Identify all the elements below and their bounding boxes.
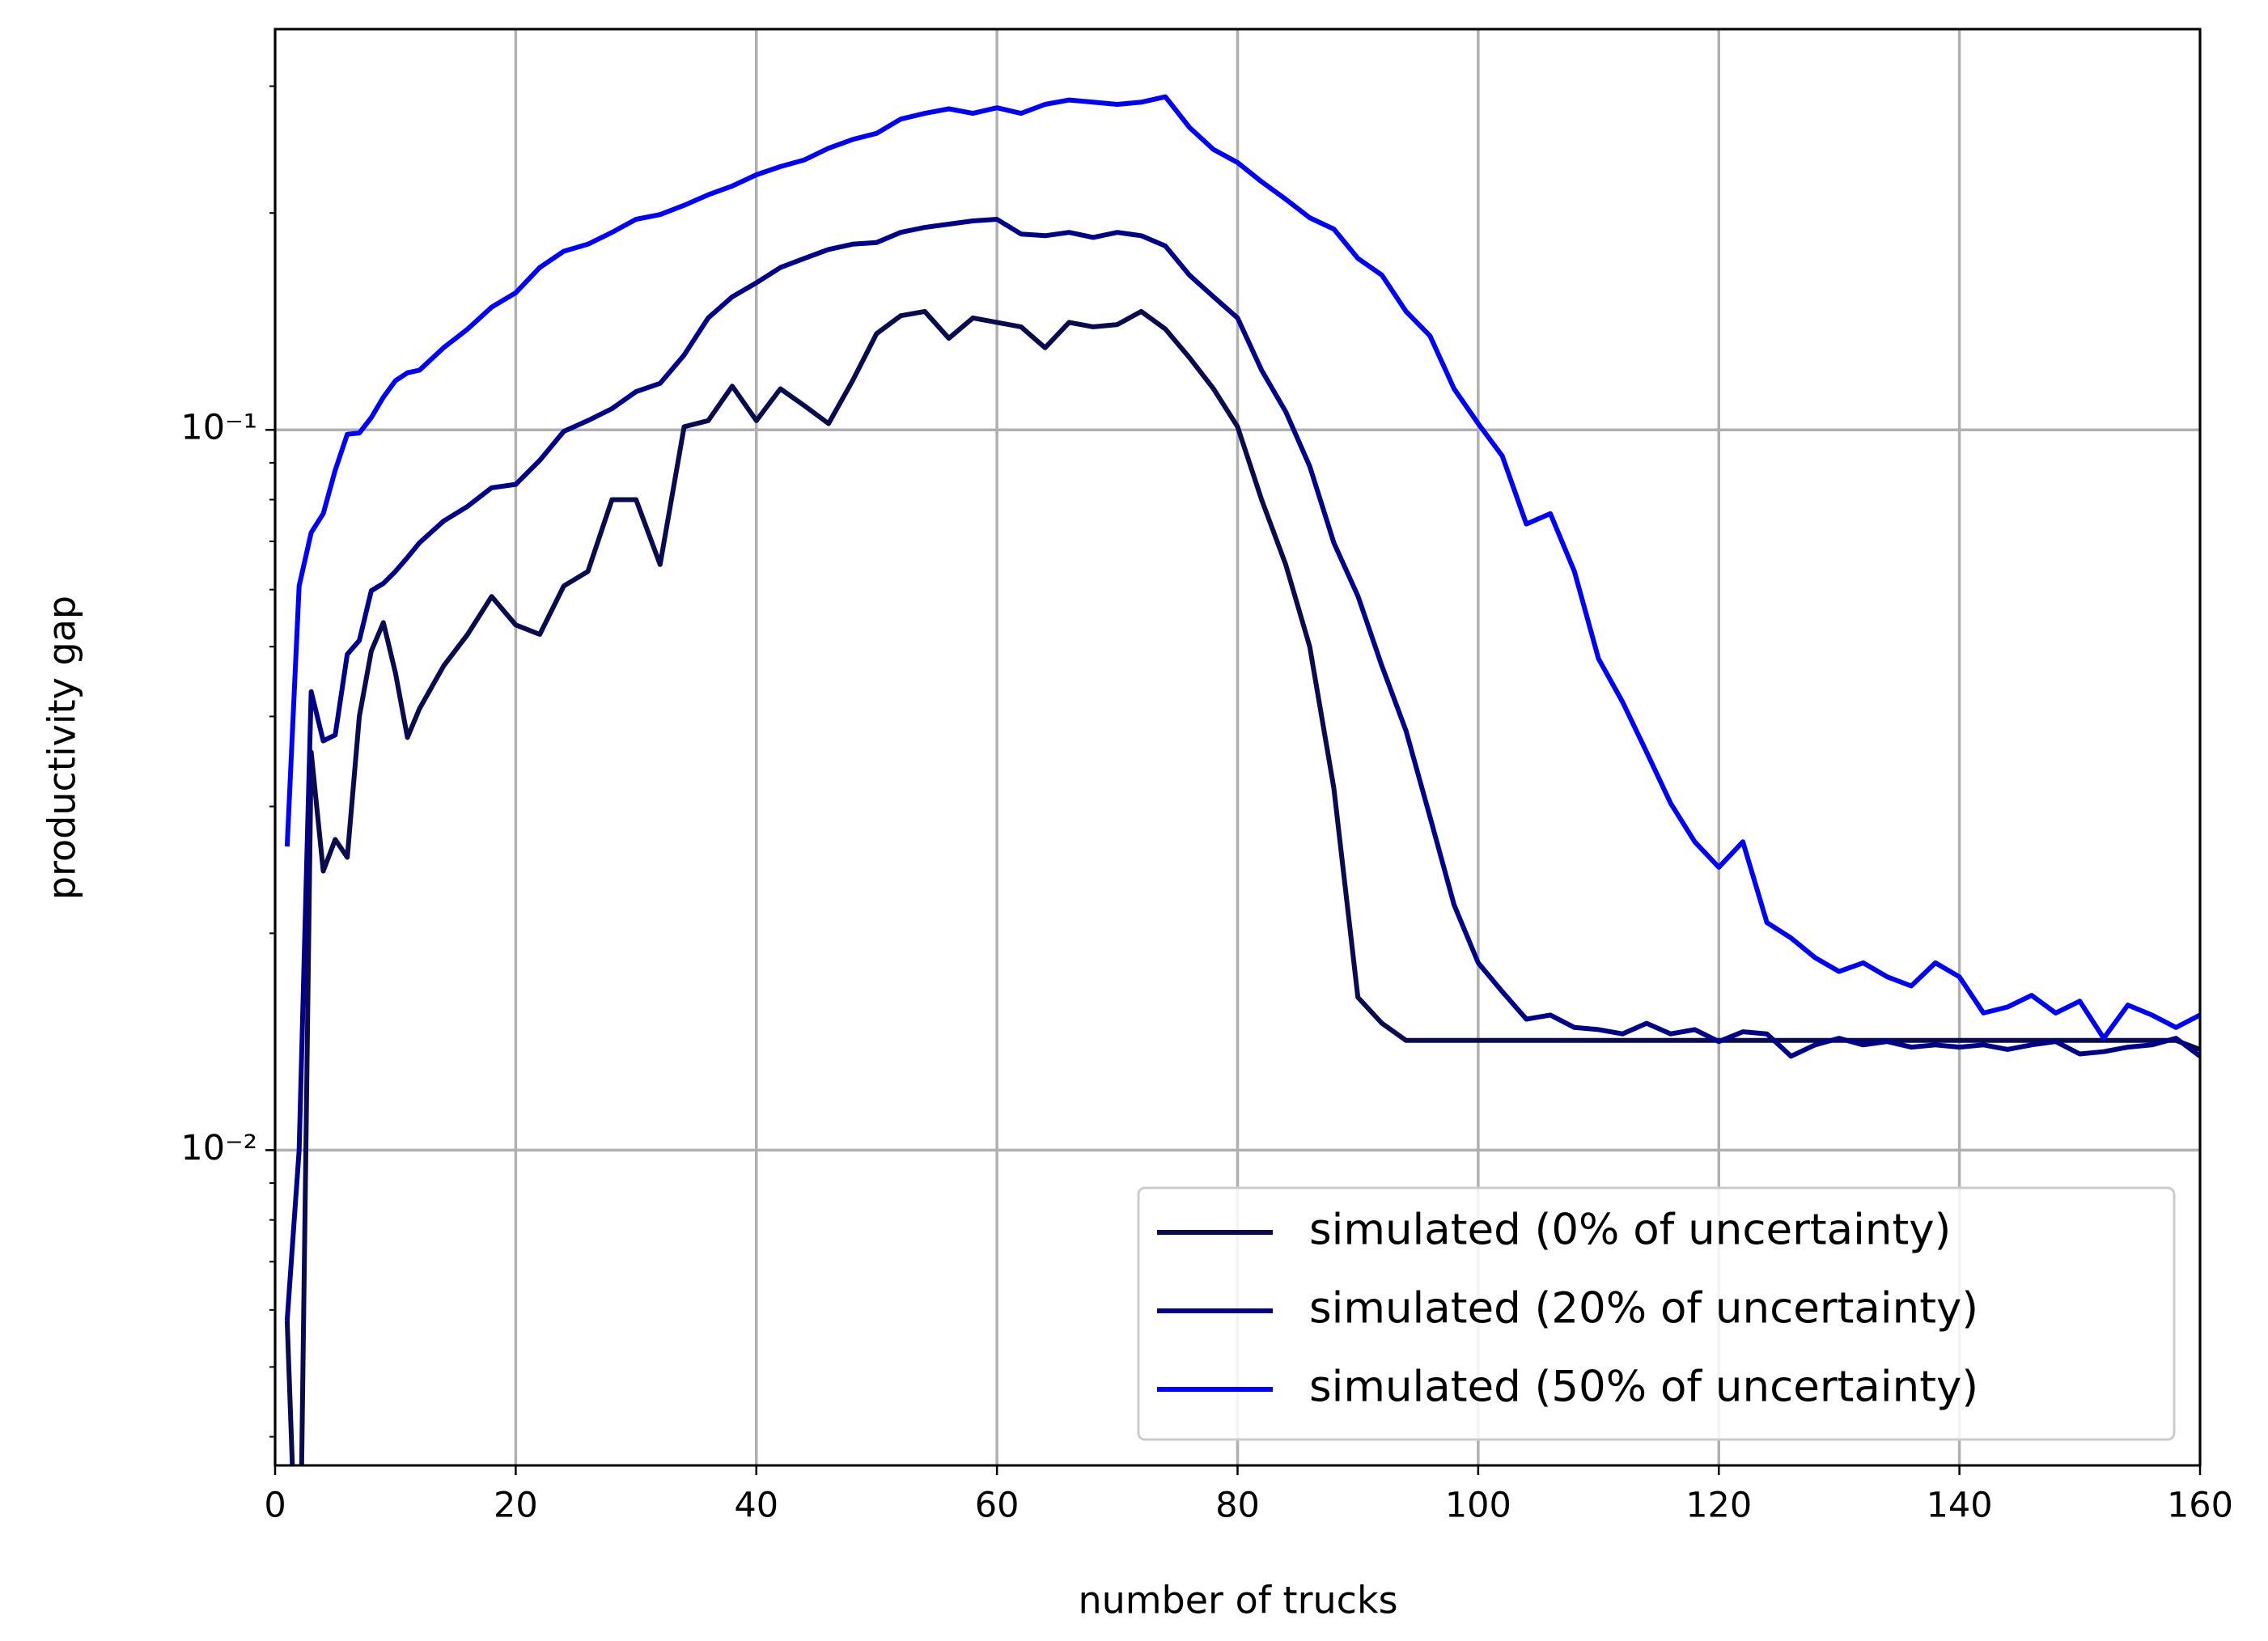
y-tick-label: 10⁻¹ xyxy=(180,408,257,448)
x-tick-label: 140 xyxy=(1927,1486,1993,1526)
x-tick-label: 40 xyxy=(734,1486,778,1526)
x-tick-label: 120 xyxy=(1685,1486,1752,1526)
legend-box xyxy=(1137,1186,2176,1441)
x-axis-label: number of trucks xyxy=(1078,1579,1397,1622)
x-tick-label: 100 xyxy=(1445,1486,1511,1526)
series-line xyxy=(284,94,2200,1041)
y-axis-label: productivity gap xyxy=(40,596,84,900)
x-tick-label: 0 xyxy=(264,1486,286,1526)
legend-label: simulated (0% of uncertainty) xyxy=(1309,1206,1951,1255)
legend-label: simulated (20% of uncertainty) xyxy=(1309,1284,1978,1334)
plot-area xyxy=(284,94,2200,1465)
legend-label: simulated (50% of uncertainty) xyxy=(1309,1363,1978,1412)
x-tick-label: 80 xyxy=(1215,1486,1260,1526)
x-tick-label: 20 xyxy=(494,1486,538,1526)
series-line xyxy=(284,308,2200,1465)
plot-frame xyxy=(273,28,2202,1467)
x-tick-label: 60 xyxy=(975,1486,1020,1526)
series-line xyxy=(284,217,2200,1321)
x-tick-label: 160 xyxy=(2167,1486,2233,1526)
y-tick-label: 10⁻² xyxy=(180,1128,257,1168)
